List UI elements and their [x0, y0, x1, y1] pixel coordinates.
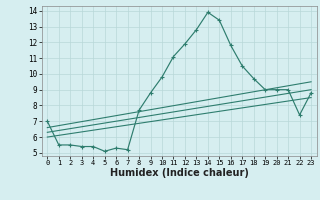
X-axis label: Humidex (Indice chaleur): Humidex (Indice chaleur) [110, 168, 249, 178]
